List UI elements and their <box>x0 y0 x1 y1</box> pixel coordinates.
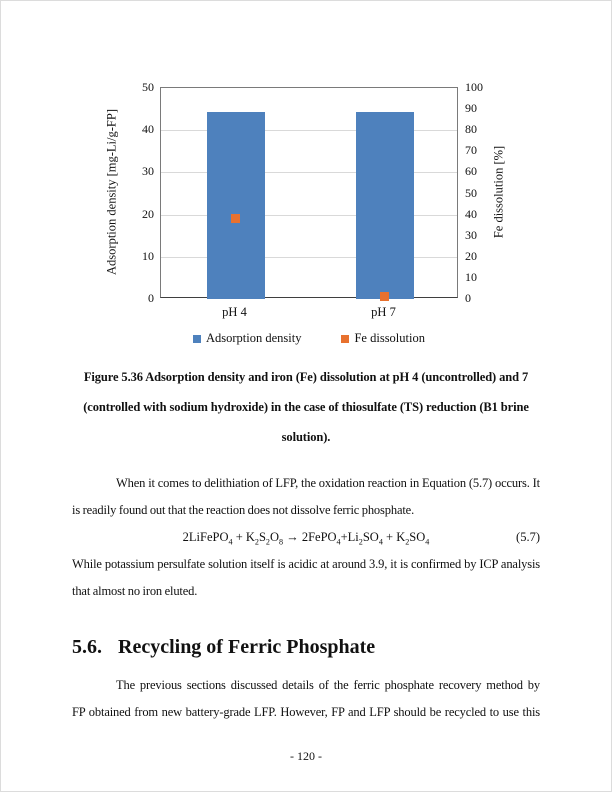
text-line: is readily found out that the reaction d… <box>72 503 415 517</box>
equation-number: (5.7) <box>516 530 540 544</box>
equation-term: → 2FePO <box>283 530 337 544</box>
left-tick-label: 20 <box>142 206 154 221</box>
section-heading-5-6: 5.6. Recycling of Ferric Phosphate <box>72 632 540 662</box>
text-line: Figure 5.36 Adsorption density and iron … <box>83 370 529 384</box>
right-tick-label: 60 <box>465 164 477 179</box>
paragraph-delithiation: When it comes to delithiation of LFP, th… <box>72 470 540 524</box>
equation-subscript: 2 <box>358 537 363 547</box>
text-line: FP obtained from new battery-grade LFP. … <box>72 705 540 719</box>
equation-subscript: 4 <box>336 537 341 547</box>
equation-term: S <box>258 530 266 544</box>
equation-term: +Li <box>340 530 359 544</box>
equation-subscript: 4 <box>378 537 383 547</box>
gridline <box>161 172 457 174</box>
category-label: pH 4 <box>222 305 247 319</box>
legend-item: Fe dissolution <box>341 331 425 346</box>
equation-subscript: 8 <box>279 537 284 547</box>
right-tick-label: 70 <box>465 143 477 158</box>
bar-ph-7 <box>355 111 414 299</box>
right-tick-label: 90 <box>465 101 477 116</box>
text-line: (controlled with sodium hydroxide) in th… <box>83 400 529 414</box>
figure-5-36-chart: Adsorption density [mg-Li/g-FP] Fe disso… <box>100 75 512 357</box>
equation-term: O <box>269 530 279 544</box>
equation-subscript: 4 <box>228 537 233 547</box>
equation-term: SO <box>362 530 379 544</box>
right-tick-label: 50 <box>465 185 477 200</box>
legend-label: Fe dissolution <box>354 331 425 345</box>
text-line: When it comes to delithiation of LFP, th… <box>116 476 540 490</box>
equation-term: 2LiFePO <box>182 530 229 544</box>
right-tick-label: 100 <box>465 80 483 94</box>
plot-area <box>160 87 458 302</box>
gridline <box>161 256 457 258</box>
right-tick-label: 40 <box>465 206 477 221</box>
text-line: While potassium persulfate solution itse… <box>72 557 540 571</box>
right-tick-label: 30 <box>465 227 477 242</box>
left-tick-label: 30 <box>142 164 154 179</box>
equation-subscript: 2 <box>265 537 270 547</box>
equation-term: SO <box>409 530 426 544</box>
legend-swatch <box>341 334 350 343</box>
fe-dissolution-marker <box>380 292 389 302</box>
left-tick-label: 10 <box>142 248 154 263</box>
text-line: that almost no iron eluted. <box>72 584 198 598</box>
text-line: solution). <box>281 430 331 444</box>
equation-subscript: 4 <box>425 537 430 547</box>
text-line: The previous sections discussed details … <box>116 678 540 692</box>
paragraph-recycling: The previous sections discussed details … <box>72 672 540 726</box>
equation-subscript: 2 <box>254 537 259 547</box>
right-tick-label: 20 <box>465 248 477 263</box>
right-tick-label: 0 <box>465 291 471 305</box>
figure-caption: Figure 5.36 Adsorption density and iron … <box>66 362 546 452</box>
page-number: - 120 - <box>290 749 322 763</box>
equation-subscript: 2 <box>405 537 410 547</box>
legend-item: Adsorption density <box>193 331 301 346</box>
equation-term: + K <box>232 530 255 544</box>
left-tick-label: 50 <box>142 80 154 94</box>
category-label: pH 7 <box>371 305 396 319</box>
chart-legend: Adsorption density Fe dissolution <box>160 331 458 346</box>
bar-ph-4 <box>206 112 265 299</box>
equation-formula: 2LiFePO4 + K2S2O8 → 2FePO4+Li2SO4 + K2SO… <box>72 524 540 556</box>
equation-5-7: 2LiFePO4 + K2S2O8 → 2FePO4+Li2SO4 + K2SO… <box>72 524 540 551</box>
legend-label: Adsorption density <box>206 331 302 345</box>
fe-dissolution-marker <box>231 214 240 224</box>
section-number: 5.6. <box>72 636 102 658</box>
right-tick-label: 10 <box>465 269 477 284</box>
left-tick-label: 40 <box>142 122 154 137</box>
section-title: Recycling of Ferric Phosphate <box>118 636 376 658</box>
gridline <box>161 130 457 132</box>
gridline <box>161 214 457 216</box>
legend-swatch <box>193 334 201 343</box>
right-tick-label: 80 <box>465 122 477 137</box>
equation-term: + K <box>382 530 406 544</box>
left-tick-label: 0 <box>148 291 154 305</box>
paragraph-persulfate: While potassium persulfate solution itse… <box>72 551 540 605</box>
